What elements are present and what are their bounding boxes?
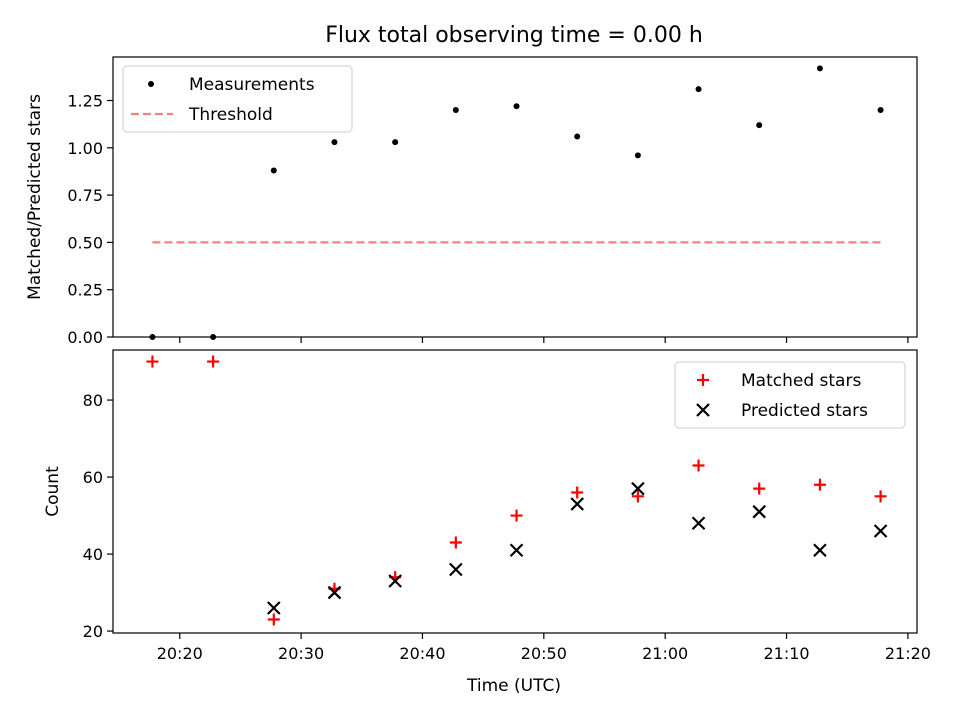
matched-stars-point — [631, 490, 644, 503]
predicted-stars-point — [267, 601, 281, 615]
y-tick-label: 60 — [83, 468, 103, 487]
predicted-stars-point — [813, 543, 827, 557]
matched-stars-point — [207, 355, 220, 368]
legend-label: Threshold — [188, 105, 273, 125]
matched-stars-point — [813, 478, 826, 491]
y-tick-label: 40 — [83, 545, 103, 564]
count-plot: 20:20 20:30 20:40 20:50 21:00 21:10 21:20 20 40 6… — [43, 349, 931, 663]
chart-title: Flux total observing time = 0.00 h — [325, 23, 703, 48]
measurements-point — [270, 167, 277, 174]
legend-label: Matched stars — [741, 371, 861, 391]
y-tick-label: 0.00 — [67, 328, 103, 347]
x-tick-label: 20:30 — [278, 644, 324, 663]
measurements-point — [816, 65, 823, 72]
matched-stars-point — [146, 355, 159, 368]
y-tick-label: 0.25 — [67, 281, 103, 300]
legend-measurements-swatch — [148, 81, 154, 87]
measurements-point — [331, 139, 338, 146]
matched-stars-point — [753, 482, 766, 495]
ratio-plot: 0.00 0.25 0.50 0.75 1.00 1.25 Matched/Predicte… — [25, 56, 918, 347]
matched-stars-point — [874, 490, 887, 503]
plot-frame — [112, 56, 918, 338]
y-tick-label: 0.50 — [67, 233, 103, 252]
y-tick-label: 1.25 — [67, 92, 103, 111]
measurements-point — [695, 86, 702, 93]
y-tick-label: 0.75 — [67, 186, 103, 205]
x-tick-label: 20:20 — [157, 644, 203, 663]
x-tick-label: 20:40 — [399, 644, 445, 663]
matched-stars-point — [571, 486, 584, 499]
predicted-stars-point — [691, 516, 706, 531]
legend-label: Measurements — [189, 75, 315, 95]
measurements-point — [877, 106, 884, 113]
predicted-stars-point — [752, 504, 767, 519]
y-axis-label: Count — [43, 466, 63, 517]
y-tick-label: 1.00 — [67, 139, 103, 158]
matched-stars-point — [510, 509, 523, 522]
x-tick-label: 21:00 — [642, 644, 688, 663]
predicted-stars-point — [388, 574, 402, 588]
legend-box — [674, 361, 906, 429]
predicted-stars-point — [570, 497, 584, 511]
x-tick-label: 21:10 — [763, 644, 809, 663]
x-axis-label: Time (UTC) — [466, 676, 561, 696]
measurements-point — [149, 334, 156, 340]
matched-stars-point — [692, 459, 705, 472]
measurements-point — [513, 103, 520, 110]
legend-label: Predicted stars — [741, 401, 868, 421]
legend-box — [122, 65, 353, 133]
measurements-point — [392, 139, 399, 146]
predicted-stars-point — [449, 562, 463, 577]
measurements-point — [210, 334, 217, 340]
legend-predicted-stars-swatch — [696, 403, 710, 417]
x-tick-label: 21:20 — [885, 644, 931, 663]
plot-frame — [112, 349, 918, 634]
measurements-point — [756, 122, 763, 129]
y-tick-label: 80 — [83, 391, 103, 410]
predicted-stars-point — [509, 543, 524, 557]
y-tick-label: 20 — [83, 622, 103, 641]
matched-stars-point — [267, 613, 280, 626]
matched-stars-point — [449, 536, 462, 549]
measurements-point — [574, 133, 581, 140]
predicted-stars-point — [873, 524, 888, 538]
predicted-stars-point — [327, 585, 342, 600]
y-axis-label: Matched/Predicted stars — [25, 94, 45, 300]
predicted-stars-point — [631, 481, 645, 496]
legend-matched-stars-swatch — [697, 374, 709, 386]
measurements-point — [452, 106, 459, 113]
measurements-point — [634, 152, 641, 159]
x-tick-label: 20:50 — [521, 644, 567, 663]
